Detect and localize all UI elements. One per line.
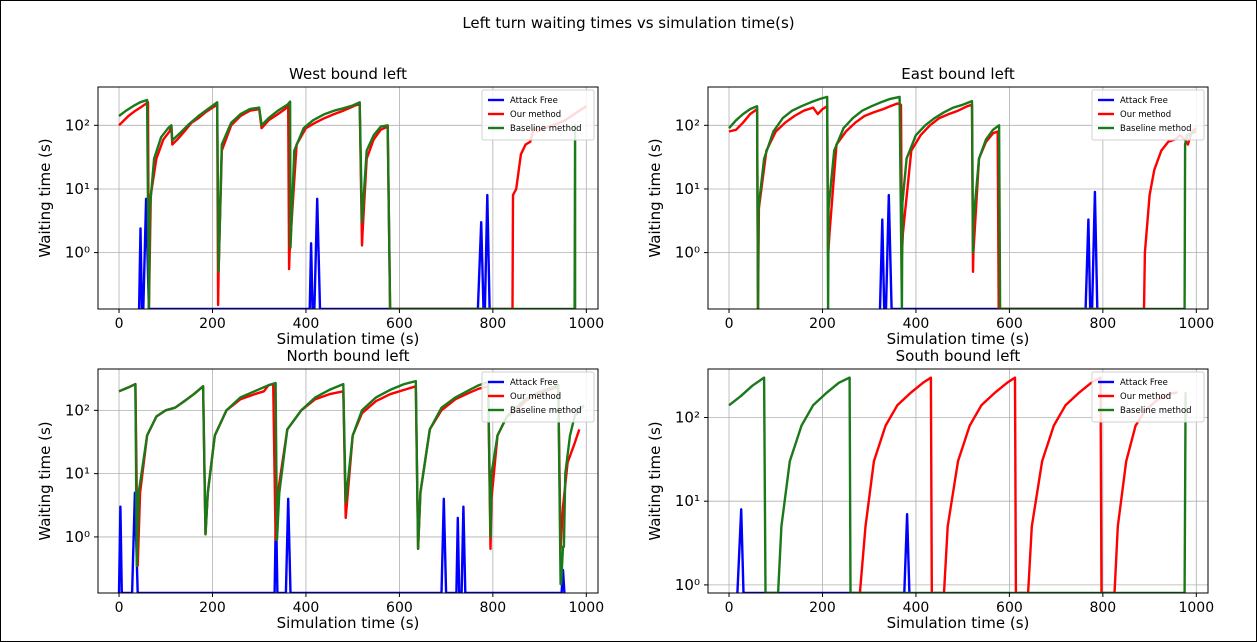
legend: Attack Free Our method Baseline method	[1091, 371, 1205, 423]
x-tick-label: 800	[1089, 600, 1116, 616]
y-axis-label: Waiting time (s)	[646, 138, 664, 257]
x-tick-label: 0	[725, 316, 734, 332]
x-tick-label: 600	[386, 316, 413, 332]
y-tick-label: 10⁰	[65, 244, 90, 262]
legend-label: Baseline method	[1120, 406, 1192, 416]
series-attack-free	[736, 508, 911, 593]
y-tick-label: 10¹	[675, 180, 700, 198]
legend-label: Our method	[510, 110, 561, 120]
series-baseline-method	[728, 95, 1197, 309]
x-tick-label: 600	[386, 600, 413, 616]
x-tick-label: 800	[479, 316, 506, 332]
x-tick-label: 200	[809, 316, 836, 332]
y-tick-label: 10⁰	[65, 528, 90, 546]
plot-frame	[707, 86, 1209, 310]
series-baseline-method	[118, 98, 577, 309]
series-baseline-method	[728, 376, 1187, 593]
x-tick-label: 800	[1089, 316, 1116, 332]
x-tick-label: 800	[479, 600, 506, 616]
y-axis-label: Waiting time (s)	[36, 138, 54, 257]
x-tick-label: 400	[293, 600, 320, 616]
figure-title: Left turn waiting times vs simulation ti…	[462, 14, 795, 32]
y-tick-label: 10²	[65, 401, 90, 419]
legend-box	[1091, 371, 1205, 423]
y-tick-label: 10¹	[65, 180, 90, 198]
series-attack-free	[878, 190, 1099, 309]
y-tick-label: 10²	[675, 116, 700, 134]
y-axis-label: Waiting time (s)	[646, 421, 664, 540]
x-tick-label: 600	[996, 600, 1023, 616]
x-tick-label: 200	[199, 316, 226, 332]
chart-panel-3: 0 200 400 600 800 1000 10⁰ 10¹ 10² South bound le…	[646, 347, 1214, 632]
x-tick-label: 0	[115, 600, 124, 616]
x-tick-label: 200	[199, 600, 226, 616]
legend-label: Our method	[510, 392, 561, 402]
x-tick-label: 400	[903, 600, 930, 616]
legend-label: Baseline method	[1120, 124, 1192, 134]
legend-box	[481, 89, 595, 141]
y-tick-label: 10¹	[65, 465, 90, 483]
legend: Attack Free Our method Baseline method	[481, 371, 595, 423]
y-tick-label: 10²	[65, 116, 90, 134]
legend-label: Attack Free	[1120, 378, 1168, 388]
x-tick-label: 0	[115, 316, 124, 332]
x-tick-label: 1000	[568, 600, 604, 616]
plot-frame	[97, 368, 599, 594]
plot-frame	[97, 86, 599, 310]
legend-box	[481, 371, 595, 423]
legend-box	[1091, 89, 1205, 141]
legend: Attack Free Our method Baseline method	[481, 89, 595, 141]
chart-title: East bound left	[901, 65, 1015, 83]
x-tick-label: 0	[725, 600, 734, 616]
chart-panel-2: 0 200 400 600 800 1000 10⁰ 10¹ 10² North bound le…	[36, 347, 604, 632]
legend-label: Baseline method	[510, 406, 582, 416]
y-axis-label: Waiting time (s)	[36, 421, 54, 540]
legend-label: Baseline method	[510, 124, 582, 134]
y-tick-label: 10⁰	[675, 576, 700, 594]
legend: Attack Free Our method Baseline method	[1091, 89, 1205, 141]
y-tick-label: 10²	[675, 409, 700, 427]
legend-label: Our method	[1120, 110, 1171, 120]
series-our-method	[858, 376, 1178, 593]
x-axis-label: Simulation time (s)	[887, 614, 1030, 632]
chart-panel-1: 0 200 400 600 800 1000 10⁰ 10¹ 10² East bound lef…	[646, 65, 1214, 348]
x-tick-label: 1000	[568, 316, 604, 332]
y-tick-label: 10¹	[675, 492, 700, 510]
chart-panel-0: 0 200 400 600 800 1000 10⁰ 10¹ 10² West bound lef…	[36, 65, 604, 348]
legend-label: Attack Free	[1120, 96, 1168, 106]
x-tick-label: 600	[996, 316, 1023, 332]
x-axis-label: Simulation time (s)	[277, 330, 420, 348]
chart-title: South bound left	[896, 347, 1021, 365]
x-axis-label: Simulation time (s)	[887, 330, 1030, 348]
x-axis-label: Simulation time (s)	[277, 614, 420, 632]
x-tick-label: 200	[809, 600, 836, 616]
series-attack-free	[137, 193, 491, 309]
x-tick-label: 400	[293, 316, 320, 332]
legend-label: Attack Free	[510, 378, 558, 388]
x-tick-label: 1000	[1178, 316, 1214, 332]
x-tick-label: 1000	[1178, 600, 1214, 616]
x-tick-label: 400	[903, 316, 930, 332]
chart-title: West bound left	[289, 65, 407, 83]
series-attack-free	[117, 491, 566, 593]
plot-frame	[707, 368, 1209, 594]
y-tick-label: 10⁰	[675, 244, 700, 262]
legend-label: Attack Free	[510, 96, 558, 106]
chart-title: North bound left	[286, 347, 409, 365]
legend-label: Our method	[1120, 392, 1171, 402]
